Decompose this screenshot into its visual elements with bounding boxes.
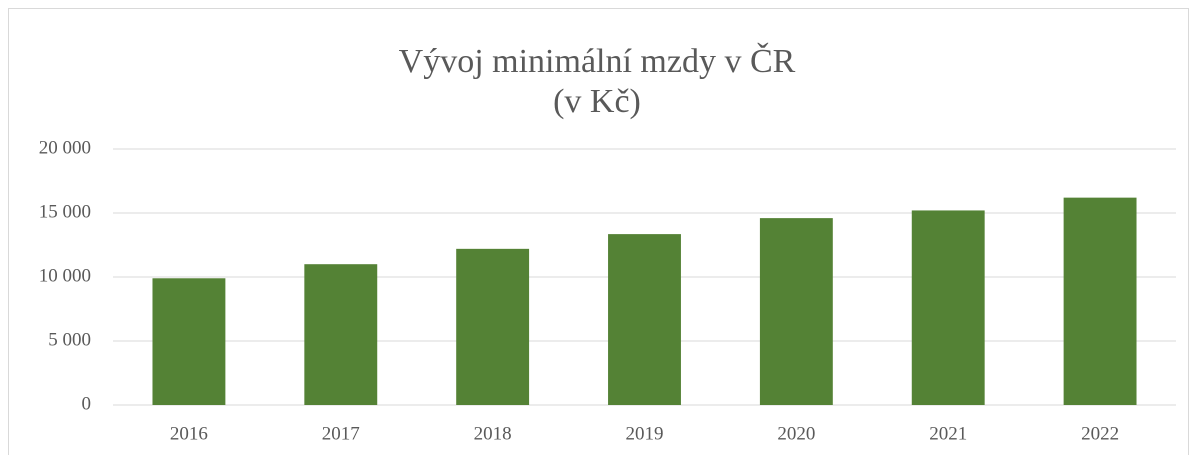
y-tick-label: 20 000 [39,137,91,158]
y-tick-label: 5 000 [48,329,91,350]
x-tick-label: 2018 [474,423,512,444]
x-tick-label: 2022 [1081,423,1119,444]
bar [152,278,226,405]
bar [759,218,833,405]
y-tick-label: 0 [82,393,92,414]
x-tick-label: 2021 [929,423,967,444]
x-tick-label: 2020 [777,423,815,444]
y-tick-label: 10 000 [39,265,91,286]
bar [304,264,378,405]
x-tick-label: 2016 [170,423,208,444]
chart-title: Vývoj minimální mzdy v ČR [399,42,796,80]
chart-subtitle: (v Kč) [553,83,641,120]
y-tick-label: 15 000 [39,201,91,222]
x-tick-label: 2017 [322,423,360,444]
bar [911,210,985,405]
x-tick-label: 2019 [626,423,664,444]
bar [456,248,530,405]
bar [608,234,681,405]
bar [1063,197,1137,405]
